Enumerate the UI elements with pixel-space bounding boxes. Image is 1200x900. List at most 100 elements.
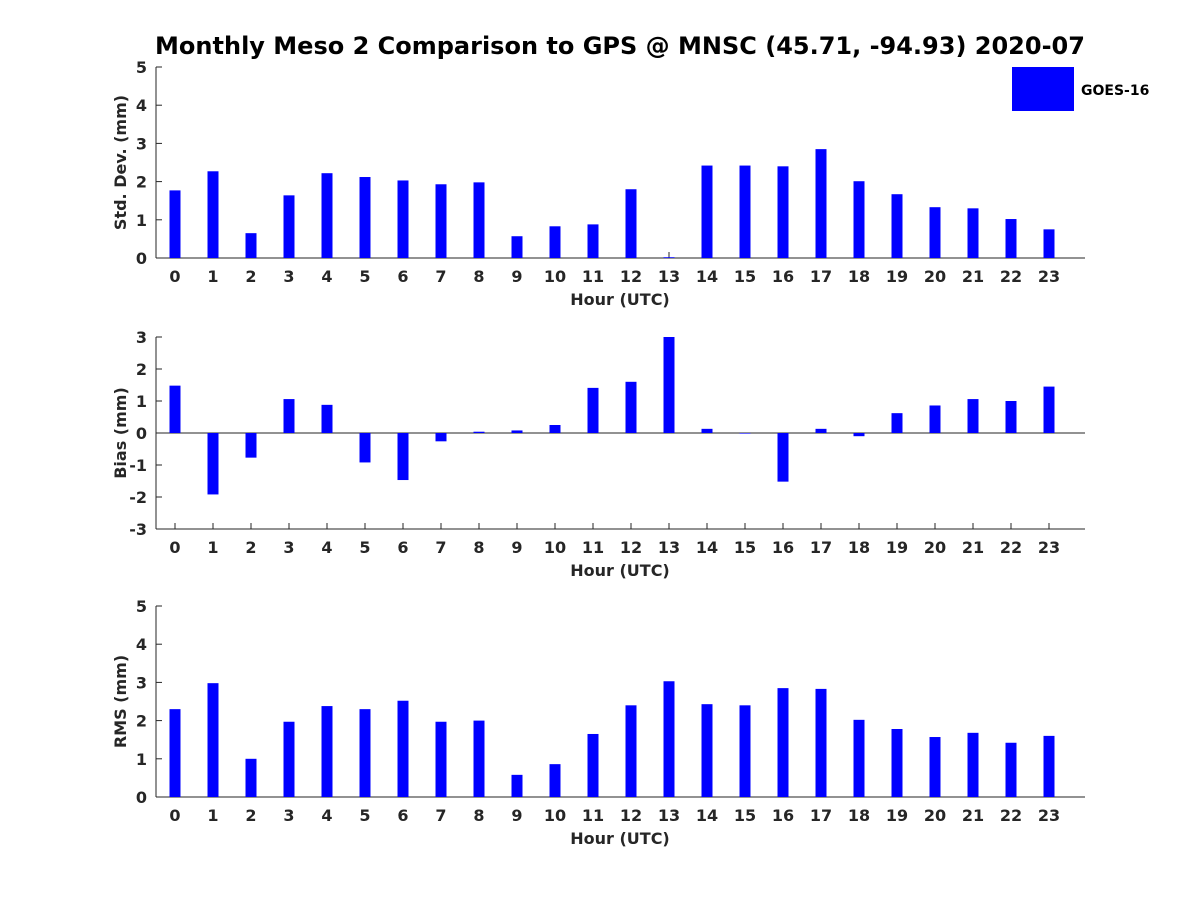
bias-x-tick-label: 1 <box>207 538 218 557</box>
std-bar <box>435 184 447 258</box>
std-x-tick-label: 18 <box>848 267 870 286</box>
std-x-tick-label: 0 <box>169 267 180 286</box>
bias-bar <box>587 387 599 433</box>
std-bar <box>1005 219 1017 258</box>
rms-x-tick-label: 17 <box>810 806 832 825</box>
std-x-tick-label: 23 <box>1038 267 1060 286</box>
bias-x-tick-label: 6 <box>397 538 408 557</box>
bias-x-tick-label: 13 <box>658 538 680 557</box>
rms-bar <box>891 729 903 797</box>
bias-bar <box>663 337 675 433</box>
rms-bar <box>929 737 941 797</box>
rms-bar <box>359 709 371 797</box>
std-bar <box>549 226 561 258</box>
std-bar <box>397 180 409 258</box>
rms-x-tick-label: 19 <box>886 806 908 825</box>
std-y-tick-label: 0 <box>136 249 147 268</box>
bias-x-tick-label: 19 <box>886 538 908 557</box>
std-x-tick-label: 11 <box>582 267 604 286</box>
rms-bar <box>739 705 751 797</box>
bias-bar <box>1043 386 1055 433</box>
legend: GOES-16 <box>1012 67 1149 111</box>
rms-bar <box>207 683 219 797</box>
rms-y-tick-label: 1 <box>136 750 147 769</box>
bias-bar <box>207 433 219 495</box>
std-x-tick-label: 20 <box>924 267 946 286</box>
std-x-tick-label: 16 <box>772 267 794 286</box>
std-bar <box>359 177 371 258</box>
bias-x-tick-label: 7 <box>435 538 446 557</box>
std-bar <box>473 182 485 258</box>
rms-bar <box>473 720 485 797</box>
rms-x-tick-label: 6 <box>397 806 408 825</box>
rms-x-tick-label: 21 <box>962 806 984 825</box>
bias-x-tick-label: 18 <box>848 538 870 557</box>
bias-x-tick-label: 8 <box>473 538 484 557</box>
std-bar <box>815 149 827 258</box>
std-bar <box>511 236 523 258</box>
bias-bar <box>283 399 295 433</box>
rms-x-tick-label: 22 <box>1000 806 1022 825</box>
bias-y-axis-label: Bias (mm) <box>111 387 130 479</box>
rms-bar <box>625 705 637 797</box>
bias-x-tick-label: 11 <box>582 538 604 557</box>
rms-y-tick-label: 3 <box>136 673 147 692</box>
rms-bar <box>853 719 865 797</box>
std-bar <box>853 181 865 258</box>
std-bar <box>207 171 219 258</box>
bias-x-tick-label: 10 <box>544 538 566 557</box>
std-x-tick-label: 21 <box>962 267 984 286</box>
bias-bar <box>169 385 181 433</box>
bias-x-tick-label: 5 <box>359 538 370 557</box>
bias-x-tick-label: 21 <box>962 538 984 557</box>
std-x-tick-label: 19 <box>886 267 908 286</box>
std-y-axis-label: Std. Dev. (mm) <box>111 95 130 230</box>
bias-y-tick-label: -1 <box>129 456 147 475</box>
bias-bar <box>929 405 941 433</box>
std-x-tick-label: 1 <box>207 267 218 286</box>
bias-bar <box>1005 401 1017 433</box>
bias-bar <box>511 430 523 433</box>
std-bar <box>625 189 637 258</box>
rms-y-axis-label: RMS (mm) <box>111 655 130 748</box>
std-bar <box>929 207 941 258</box>
rms-x-tick-label: 23 <box>1038 806 1060 825</box>
std-x-tick-label: 13 <box>658 267 680 286</box>
rms-x-tick-label: 5 <box>359 806 370 825</box>
std-x-tick-label: 2 <box>245 267 256 286</box>
std-bar <box>1043 229 1055 258</box>
std-x-tick-label: 14 <box>696 267 718 286</box>
rms-bar <box>511 774 523 797</box>
std-bar <box>245 233 257 258</box>
bias-x-tick-label: 14 <box>696 538 718 557</box>
rms-x-tick-label: 16 <box>772 806 794 825</box>
rms-x-tick-label: 2 <box>245 806 256 825</box>
std-bar <box>777 166 789 258</box>
rms-x-tick-label: 14 <box>696 806 718 825</box>
std-x-tick-label: 15 <box>734 267 756 286</box>
bias-bar <box>549 425 561 433</box>
bias-y-tick-label: -3 <box>129 520 147 539</box>
bias-bar <box>625 381 637 433</box>
bias-x-tick-label: 16 <box>772 538 794 557</box>
bias-x-tick-label: 3 <box>283 538 294 557</box>
bias-bar <box>321 404 333 433</box>
rms-x-tick-label: 1 <box>207 806 218 825</box>
bias-x-tick-label: 4 <box>321 538 332 557</box>
rms-x-tick-label: 0 <box>169 806 180 825</box>
rms-x-tick-label: 3 <box>283 806 294 825</box>
std-bar <box>891 194 903 258</box>
rms-bar <box>777 688 789 797</box>
rms-y-tick-label: 0 <box>136 788 147 807</box>
bias-bar <box>777 433 789 482</box>
bias-x-tick-label: 20 <box>924 538 946 557</box>
rms-x-tick-label: 7 <box>435 806 446 825</box>
bias-bar <box>891 413 903 433</box>
bias-y-tick-label: 3 <box>136 328 147 347</box>
rms-x-tick-label: 8 <box>473 806 484 825</box>
